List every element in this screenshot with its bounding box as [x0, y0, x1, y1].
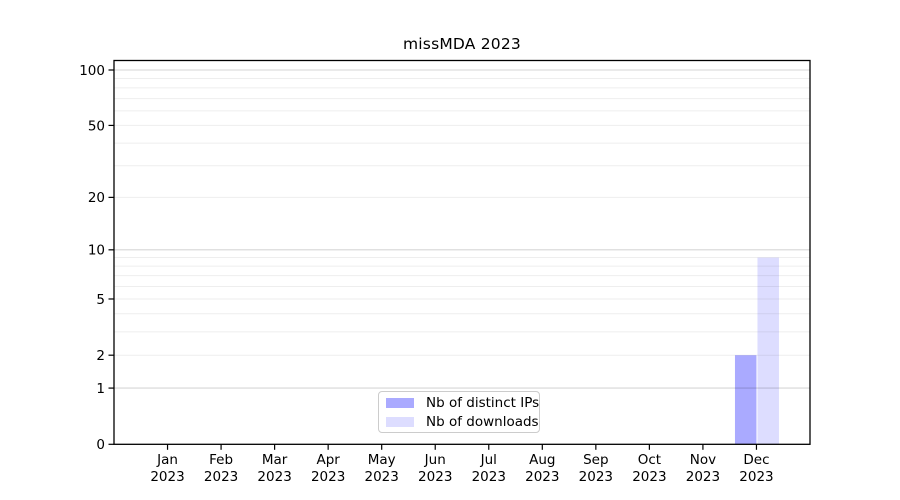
x-tick-label-month-Mar: Mar [262, 452, 288, 468]
x-tick-label-year-Nov: 2023 [686, 469, 720, 485]
x-tick-label-month-Dec: Dec [743, 452, 769, 468]
x-tick-label-year-Dec: 2023 [739, 469, 773, 485]
y-tick-label-50: 50 [88, 118, 105, 134]
legend-label-downloads: Nb of downloads [426, 413, 539, 430]
plot-frame [113, 59, 811, 445]
y-tick-label-20: 20 [88, 190, 105, 206]
x-tick-label-month-Sep: Sep [583, 452, 608, 468]
y-tick-label-0: 0 [96, 437, 105, 453]
x-tick-label-month-Oct: Oct [638, 452, 661, 468]
y-tick-label-100: 100 [79, 63, 105, 79]
y-tick-label-5: 5 [96, 292, 105, 308]
y-tick-label-2: 2 [96, 348, 105, 364]
x-tick-label-year-Mar: 2023 [257, 469, 291, 485]
x-tick-label-year-May: 2023 [365, 469, 399, 485]
x-tick-label-month-Nov: Nov [690, 452, 716, 468]
legend-swatch-distinct-ips-icon [386, 397, 414, 408]
bar-distinct-ips-Dec [734, 355, 757, 445]
x-tick-label-year-Jul: 2023 [472, 469, 506, 485]
legend: Nb of distinct IPs Nb of downloads [378, 391, 540, 433]
x-tick-label-month-Apr: Apr [316, 452, 340, 468]
x-tick-label-year-Jan: 2023 [150, 469, 184, 485]
x-tick-label-month-Jun: Jun [424, 452, 446, 468]
bar-downloads-Dec [757, 257, 779, 445]
legend-swatch-downloads-icon [386, 416, 414, 427]
x-tick-label-month-Jul: Jul [480, 452, 497, 468]
x-tick-label-month-Jan: Jan [156, 452, 178, 468]
x-tick-label-year-Oct: 2023 [632, 469, 666, 485]
x-tick-label-month-Feb: Feb [209, 452, 233, 468]
y-tick-label-10: 10 [88, 243, 105, 259]
chart-title: missMDA 2023 [403, 35, 521, 53]
legend-item-distinct-ips: Nb of distinct IPs [386, 394, 539, 411]
x-tick-label-month-Aug: Aug [529, 452, 555, 468]
x-tick-label-year-Sep: 2023 [579, 469, 613, 485]
x-tick-label-year-Jun: 2023 [418, 469, 452, 485]
y-tick-label-1: 1 [96, 381, 105, 397]
x-tick-label-month-May: May [368, 452, 396, 468]
x-tick-label-year-Aug: 2023 [525, 469, 559, 485]
x-tick-label-year-Feb: 2023 [204, 469, 238, 485]
legend-item-downloads: Nb of downloads [386, 413, 539, 430]
legend-label-distinct-ips: Nb of distinct IPs [426, 394, 540, 411]
x-tick-label-year-Apr: 2023 [311, 469, 345, 485]
